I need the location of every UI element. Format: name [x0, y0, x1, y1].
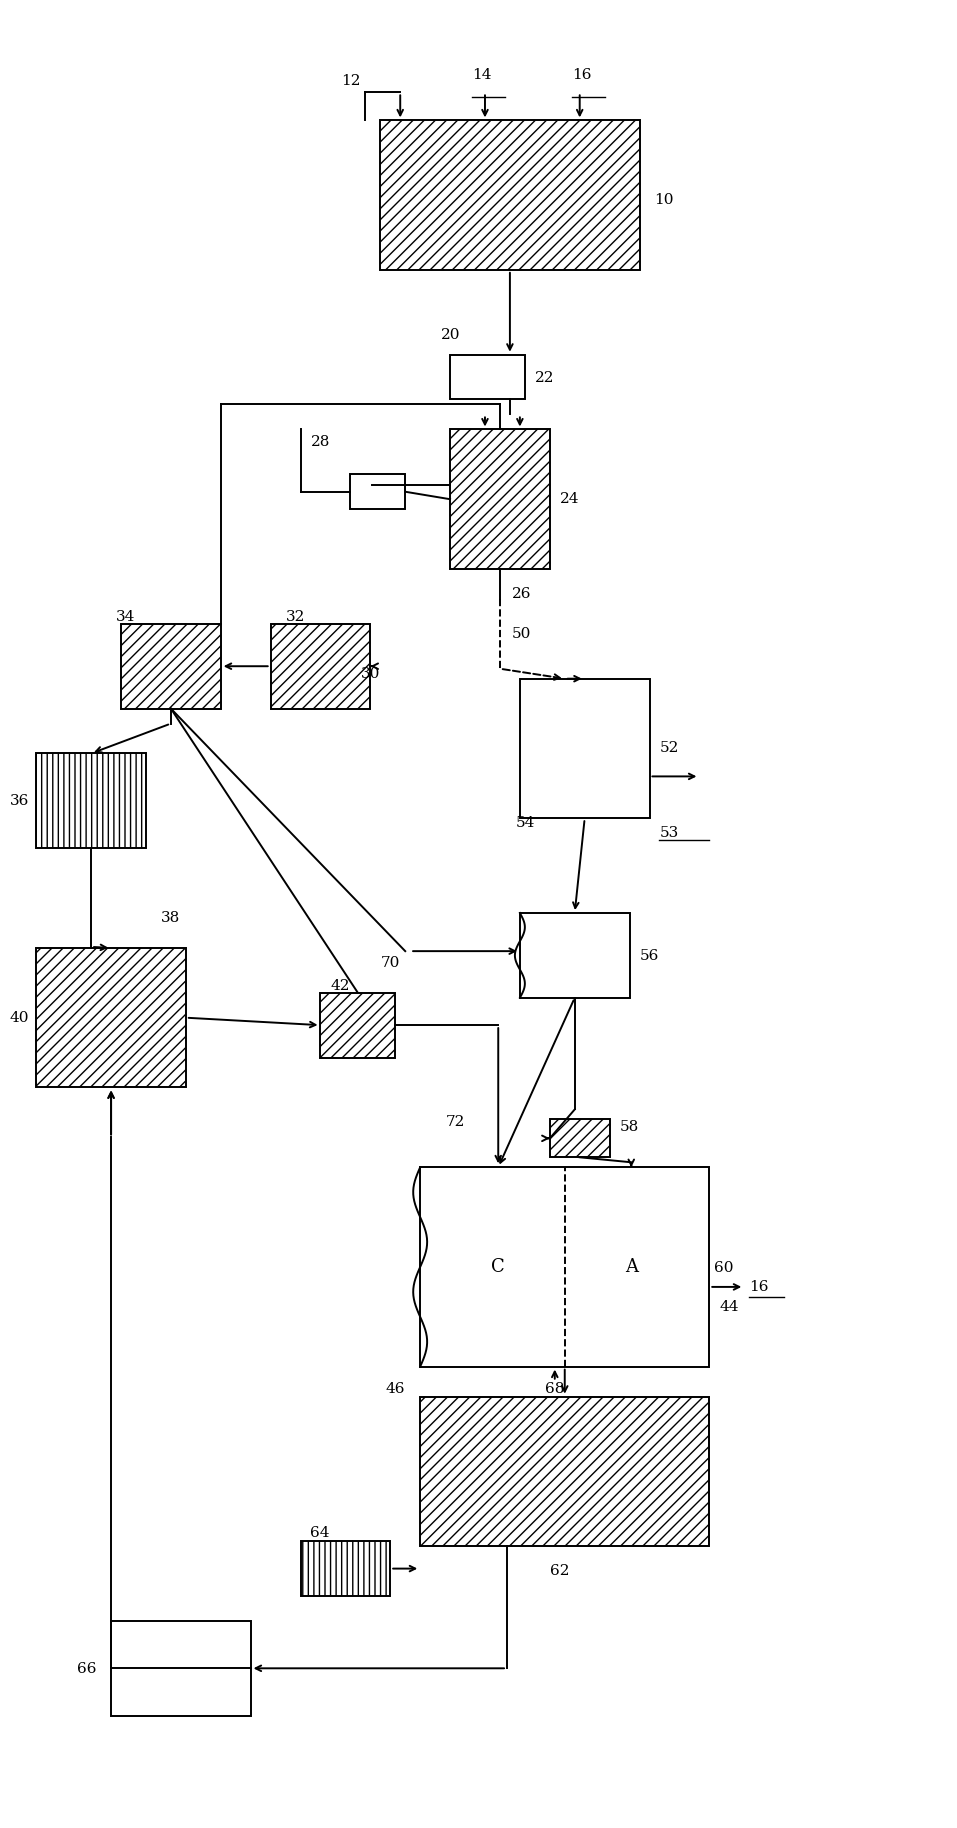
Text: 58: 58 — [619, 1121, 638, 1135]
Text: 52: 52 — [659, 742, 679, 755]
Text: 66: 66 — [77, 1662, 96, 1676]
Text: 32: 32 — [285, 611, 304, 623]
Text: 62: 62 — [549, 1565, 569, 1578]
Bar — [271, 623, 370, 709]
Text: 60: 60 — [714, 1261, 733, 1274]
Text: 26: 26 — [512, 587, 531, 601]
Text: 16: 16 — [571, 68, 590, 82]
Text: 56: 56 — [639, 949, 658, 963]
Text: 50: 50 — [512, 627, 531, 642]
Text: 42: 42 — [330, 978, 349, 993]
Bar — [111, 1621, 251, 1716]
Text: 68: 68 — [545, 1382, 565, 1395]
Text: 54: 54 — [515, 817, 535, 830]
Text: 46: 46 — [386, 1382, 405, 1395]
Text: 34: 34 — [116, 611, 135, 623]
Text: 44: 44 — [719, 1300, 739, 1314]
Bar — [36, 753, 145, 848]
Text: 12: 12 — [341, 75, 360, 88]
Text: 10: 10 — [655, 194, 674, 207]
Bar — [300, 1541, 390, 1596]
Text: 53: 53 — [659, 826, 679, 841]
Text: 24: 24 — [560, 492, 579, 506]
Text: 16: 16 — [748, 1280, 768, 1294]
Bar — [321, 993, 395, 1058]
Text: A: A — [624, 1258, 637, 1276]
Text: 20: 20 — [440, 327, 459, 342]
Bar — [450, 430, 549, 569]
Bar — [36, 949, 186, 1088]
Bar — [420, 1168, 709, 1367]
Bar — [121, 623, 221, 709]
Text: 36: 36 — [10, 795, 30, 808]
Text: 22: 22 — [535, 371, 554, 384]
Bar — [380, 121, 639, 271]
Bar — [520, 678, 649, 819]
Text: C: C — [491, 1258, 505, 1276]
Bar — [420, 1397, 709, 1546]
Text: 40: 40 — [10, 1011, 30, 1026]
Bar — [450, 355, 524, 400]
Bar — [520, 912, 630, 998]
Bar — [549, 1119, 610, 1157]
Text: 38: 38 — [161, 910, 180, 925]
Text: 14: 14 — [472, 68, 491, 82]
Text: 30: 30 — [361, 667, 380, 680]
Bar — [350, 473, 405, 510]
Text: 70: 70 — [381, 956, 400, 971]
Text: 64: 64 — [310, 1526, 330, 1541]
Text: 72: 72 — [445, 1115, 465, 1130]
Text: 28: 28 — [311, 435, 330, 450]
